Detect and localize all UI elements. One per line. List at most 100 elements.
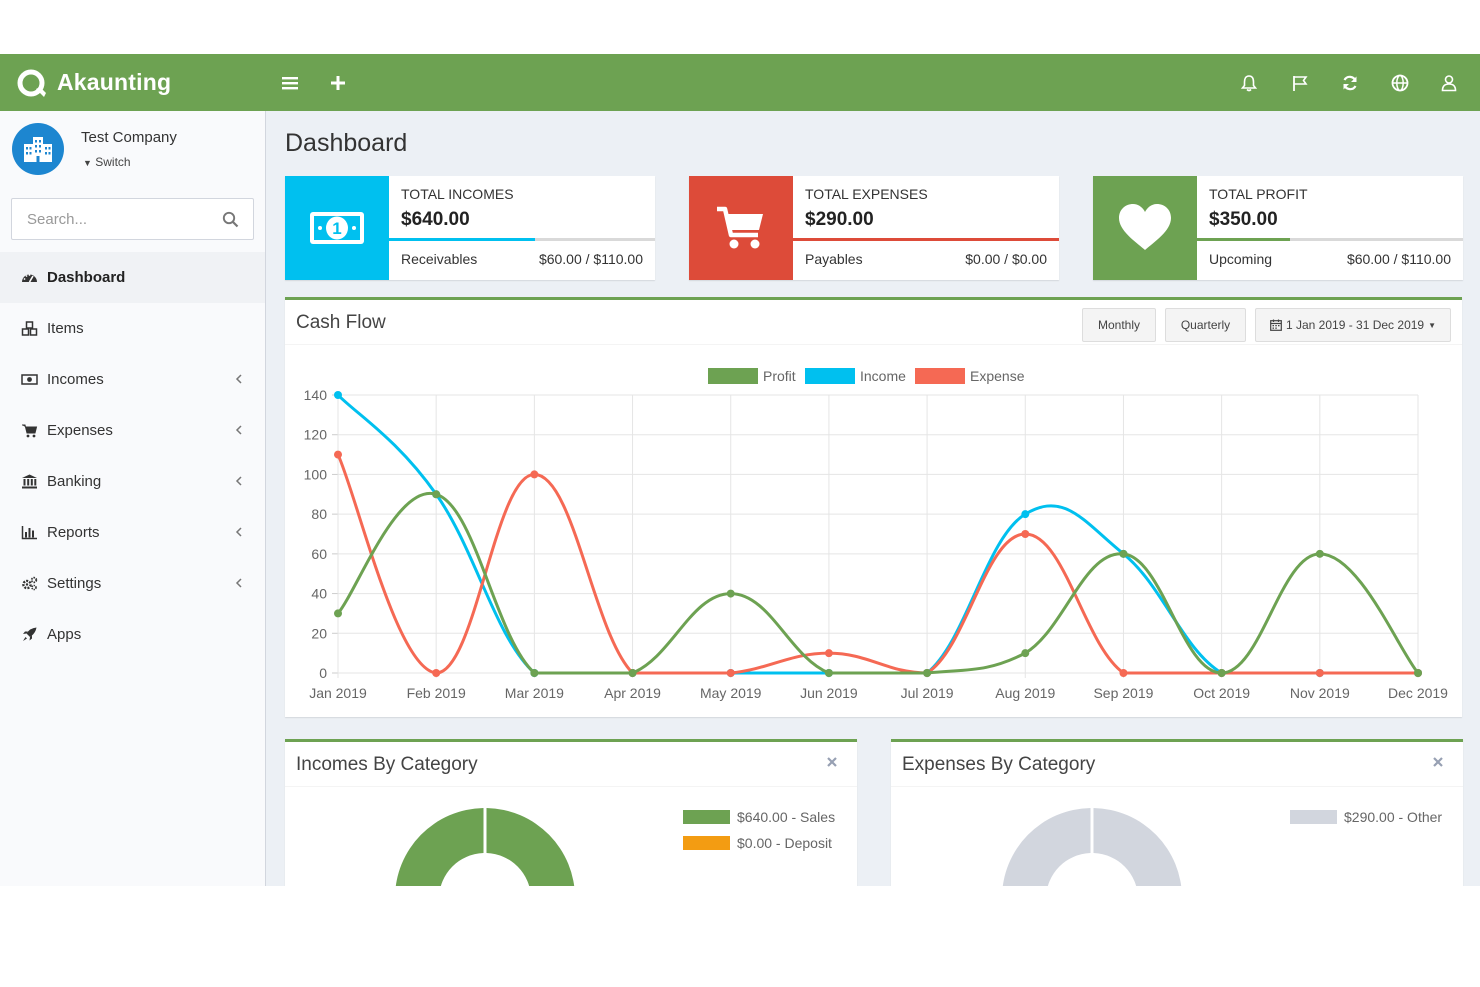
quick-add-button[interactable] — [318, 54, 358, 111]
language-button[interactable] — [1380, 54, 1420, 111]
donut-slice-sales — [395, 808, 484, 886]
bell-icon — [1240, 74, 1258, 91]
incomes-by-category-title: Incomes By Category — [296, 754, 478, 775]
sidebar-item-expenses[interactable]: Expenses — [0, 405, 265, 456]
close-icon[interactable] — [826, 756, 838, 768]
caret-down-icon: ▼ — [83, 158, 92, 168]
notifications-button[interactable] — [1229, 54, 1269, 111]
company-switch-label: Switch — [95, 155, 131, 169]
company-switch-link[interactable]: ▼ Switch — [83, 155, 131, 169]
info-sub-value: $60.00 / $110.00 — [1346, 251, 1451, 267]
sidebar-item-label: Apps — [47, 626, 82, 643]
close-icon[interactable] — [1432, 756, 1444, 768]
info-sub-value: $0.00 / $0.00 — [965, 251, 1047, 267]
search-icon[interactable] — [222, 211, 239, 228]
globe-icon — [1391, 74, 1409, 91]
building-icon — [24, 137, 52, 162]
sidebar-item-dashboard[interactable]: Dashboard — [0, 252, 265, 303]
flag-button[interactable] — [1280, 54, 1320, 111]
total-incomes-box[interactable]: 1 TOTAL INCOMES $640.00 Receivables $60.… — [285, 176, 655, 280]
data-point-profit — [1217, 669, 1226, 677]
box-header-divider — [891, 786, 1463, 787]
x-tick-label: Nov 2019 — [1290, 685, 1350, 701]
refresh-button[interactable] — [1330, 54, 1370, 111]
cash-flow-chart: 0 20 40 60 80 100 120 140 Jan 2019 Feb 2019 Mar 20… — [304, 368, 1448, 701]
y-tick-label: 140 — [304, 387, 328, 403]
info-icon-bg — [689, 176, 793, 280]
expenses-donut-chart — [1002, 808, 1182, 886]
user-menu-button[interactable] — [1429, 54, 1469, 111]
info-amount: $290.00 — [805, 209, 874, 230]
info-icon-bg: 1 — [285, 176, 389, 280]
sidebar-item-incomes[interactable]: Incomes — [0, 354, 265, 405]
data-point-profit — [432, 490, 441, 499]
data-point-profit — [1315, 549, 1324, 558]
chevron-left-icon — [235, 578, 242, 588]
progress-bar-fill — [389, 238, 536, 241]
total-expenses-box[interactable]: TOTAL EXPENSES $290.00 Payables $0.00 / … — [689, 176, 1059, 280]
total-profit-box[interactable]: TOTAL PROFIT $350.00 Upcoming $60.00 / $… — [1093, 176, 1463, 280]
x-tick-label: Apr 2019 — [604, 685, 661, 701]
sidebar-toggle-button[interactable] — [270, 54, 310, 111]
shopping-cart-icon — [717, 206, 763, 249]
date-range-label: 1 Jan 2019 - 31 Dec 2019 — [1285, 318, 1425, 332]
quarterly-button[interactable]: Quarterly — [1165, 308, 1246, 342]
x-tick-label: Jun 2019 — [800, 685, 858, 701]
app-frame: Akaunting — [0, 54, 1480, 886]
sidebar-item-label: Dashboard — [47, 269, 126, 286]
data-point-income — [1021, 510, 1030, 519]
chevron-left-icon — [235, 527, 242, 537]
sidebar-item-items[interactable]: Items — [0, 303, 265, 354]
x-tick-label: Dec 2019 — [1388, 685, 1448, 701]
plus-icon — [331, 75, 345, 90]
chevron-left-icon — [235, 374, 242, 384]
sidebar-item-banking[interactable]: Banking — [0, 456, 265, 507]
sidebar-item-apps[interactable]: Apps — [0, 609, 265, 660]
data-point-expense — [1119, 669, 1128, 677]
sidebar-item-label: Items — [47, 320, 84, 337]
x-tick-label: Aug 2019 — [995, 685, 1055, 701]
progress-bar — [1197, 238, 1463, 241]
sidebar-menu: Dashboard Items Incomes Expenses Banking — [0, 252, 265, 660]
progress-bar — [793, 238, 1059, 241]
series-line-profit — [336, 491, 1420, 675]
search-input[interactable] — [12, 199, 212, 239]
brand[interactable]: Akaunting — [0, 54, 266, 111]
user-icon — [1441, 74, 1457, 91]
y-tick-label: 80 — [311, 506, 327, 522]
brand-name: Akaunting — [57, 69, 172, 95]
incomes-by-category-box: Incomes By Category $640.00 - Sales $0.0… — [285, 739, 857, 886]
info-sub-value: $60.00 / $110.00 — [538, 251, 643, 267]
x-tick-label: Mar 2019 — [505, 685, 564, 701]
heart-icon — [1119, 204, 1171, 250]
info-amount: $640.00 — [401, 209, 470, 230]
company-panel: Test Company ▼ Switch — [12, 123, 252, 179]
sidebar-item-settings[interactable]: Settings — [0, 558, 265, 609]
page-title: Dashboard — [285, 129, 408, 157]
progress-bar-fill — [1197, 238, 1291, 241]
y-tick-label: 40 — [311, 586, 327, 602]
y-tick-label: 120 — [304, 427, 328, 443]
rocket-icon — [20, 627, 38, 643]
monthly-button[interactable]: Monthly — [1082, 308, 1156, 342]
company-avatar[interactable] — [12, 123, 64, 175]
progress-bar-fill — [793, 238, 1059, 241]
tachometer-icon — [20, 270, 38, 286]
x-tick-label: Feb 2019 — [407, 685, 466, 701]
akaunting-logo-icon — [17, 69, 46, 97]
x-tick-label: Sep 2019 — [1093, 685, 1153, 701]
date-range-button[interactable]: 1 Jan 2019 - 31 Dec 2019 ▼ — [1255, 308, 1451, 342]
donut-slice-sales — [486, 808, 575, 886]
expenses-by-category-title: Expenses By Category — [902, 754, 1096, 775]
data-point-profit — [1119, 549, 1128, 558]
info-label: TOTAL PROFIT — [1209, 186, 1308, 202]
legend-swatch-profit — [708, 368, 758, 384]
legend-label-profit: Profit — [763, 368, 796, 384]
sidebar-item-reports[interactable]: Reports — [0, 507, 265, 558]
y-tick-label: 0 — [319, 665, 327, 681]
donut-slice-other — [1093, 808, 1182, 886]
legend-label-expense: Expense — [970, 368, 1025, 384]
sidebar-search — [11, 198, 254, 240]
sidebar-item-label: Reports — [47, 524, 100, 541]
sidebar-item-label: Settings — [47, 575, 102, 592]
